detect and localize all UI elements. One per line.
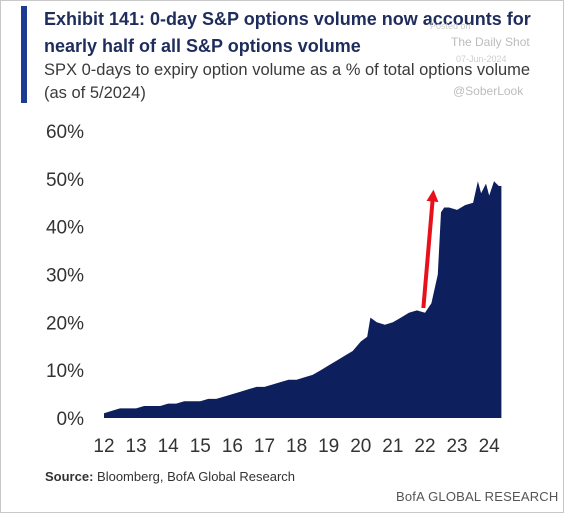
x-tick-label: 22 xyxy=(414,436,435,457)
x-tick-label: 18 xyxy=(286,436,307,457)
x-tick-label: 24 xyxy=(479,436,501,457)
brand-label: BofA GLOBAL RESEARCH xyxy=(396,489,559,504)
x-tick-label: 17 xyxy=(254,436,275,457)
red-arrow-annotation xyxy=(421,189,439,309)
y-tick-label: 0% xyxy=(57,409,85,430)
y-tick-label: 20% xyxy=(46,313,84,334)
x-tick-label: 23 xyxy=(446,436,467,457)
y-tick-label: 30% xyxy=(46,266,84,287)
watermark-posted-on: Posted on xyxy=(430,21,471,31)
annotation-layer xyxy=(421,189,439,309)
source-note: Source: Bloomberg, BofA Global Research xyxy=(45,469,295,484)
x-tick-label: 16 xyxy=(222,436,243,457)
source-text: Bloomberg, BofA Global Research xyxy=(97,469,296,484)
y-axis: 0% 10% 20% 30% 40% 50% 60% xyxy=(46,122,84,430)
watermark-date: 07-Jun-2024 xyxy=(456,54,507,64)
x-tick-label: 12 xyxy=(93,436,114,457)
y-tick-label: 40% xyxy=(46,218,84,239)
x-tick-label: 20 xyxy=(350,436,371,457)
x-tick-label: 13 xyxy=(126,436,147,457)
x-tick-label: 19 xyxy=(318,436,339,457)
x-axis: 12 13 14 15 16 17 18 19 20 21 22 23 24 xyxy=(93,436,500,457)
x-tick-label: 15 xyxy=(190,436,211,457)
chart-subtitle: SPX 0-days to expiry option volume as a … xyxy=(44,61,531,102)
watermark-handle: @SoberLook xyxy=(453,84,524,98)
y-tick-label: 60% xyxy=(46,122,84,143)
x-tick-label: 21 xyxy=(382,436,403,457)
watermark-site: The Daily Shot xyxy=(451,35,530,49)
accent-bar xyxy=(21,6,27,103)
y-tick-label: 50% xyxy=(46,170,84,191)
x-tick-label: 14 xyxy=(158,436,180,457)
y-tick-label: 10% xyxy=(46,361,84,382)
plot-area xyxy=(104,181,502,418)
source-label: Source: xyxy=(45,469,94,484)
area-series xyxy=(104,181,502,418)
chart-title: Exhibit 141: 0-day S&P options volume no… xyxy=(44,9,531,56)
